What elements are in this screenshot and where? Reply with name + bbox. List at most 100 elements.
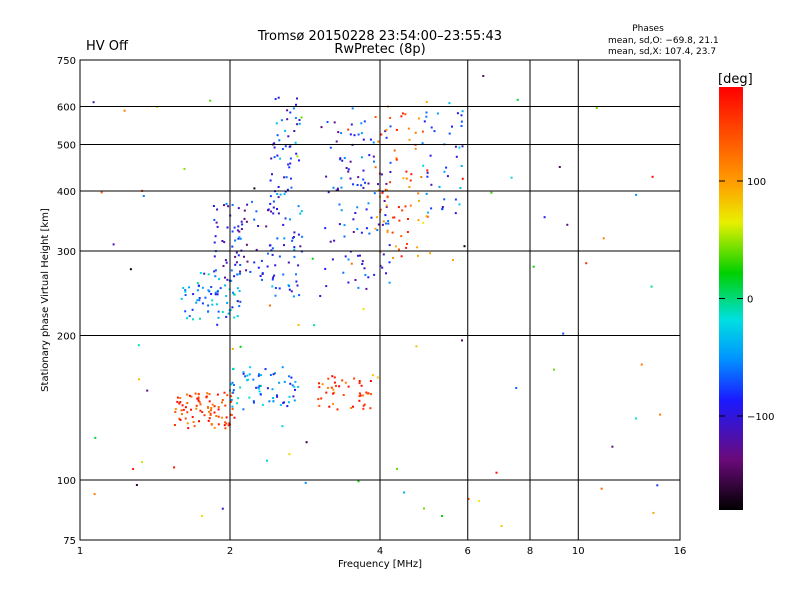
- data-point: [210, 293, 213, 295]
- data-point: [298, 119, 301, 121]
- data-point: [207, 419, 210, 422]
- data-point: [215, 221, 218, 224]
- data-point: [446, 175, 449, 178]
- data-point: [659, 413, 662, 416]
- data-point: [199, 317, 201, 320]
- data-point: [294, 141, 297, 144]
- data-point: [458, 203, 461, 206]
- data-point: [335, 140, 338, 143]
- data-point: [207, 407, 210, 409]
- data-point: [241, 223, 244, 226]
- data-point: [344, 381, 347, 384]
- data-point: [461, 145, 464, 148]
- data-point: [414, 131, 417, 134]
- data-point: [327, 377, 330, 380]
- data-point: [426, 171, 429, 174]
- data-point: [216, 208, 219, 211]
- data-point: [339, 158, 342, 161]
- data-point: [225, 416, 228, 419]
- data-point: [281, 366, 284, 369]
- data-point: [272, 397, 275, 399]
- data-point: [226, 394, 229, 397]
- data-point: [233, 293, 236, 296]
- data-point: [421, 130, 424, 133]
- data-point: [401, 112, 404, 115]
- data-point: [640, 363, 643, 366]
- data-point: [467, 497, 470, 500]
- data-point: [448, 132, 451, 135]
- data-point: [257, 225, 260, 227]
- colorbar-label: [deg]: [718, 72, 753, 87]
- data-point: [566, 223, 569, 226]
- data-point: [376, 216, 378, 219]
- data-point: [426, 169, 429, 172]
- data-point: [376, 229, 379, 232]
- data-point: [364, 181, 366, 184]
- data-point: [339, 157, 342, 160]
- data-point: [360, 156, 363, 159]
- data-point: [293, 385, 296, 388]
- data-point: [372, 141, 375, 144]
- data-point: [276, 134, 279, 137]
- data-point: [184, 417, 187, 420]
- data-point: [385, 204, 388, 207]
- data-point: [516, 98, 519, 101]
- data-point: [186, 317, 188, 320]
- data-point: [433, 130, 436, 133]
- data-point: [300, 116, 303, 119]
- data-point: [217, 406, 220, 408]
- data-point: [227, 312, 230, 315]
- data-point: [214, 269, 217, 272]
- x-axis-label: Frequency [MHz]: [338, 559, 422, 570]
- data-point: [214, 235, 217, 238]
- data-point: [325, 391, 328, 394]
- data-point: [338, 203, 341, 206]
- data-point: [381, 266, 384, 269]
- data-point: [239, 345, 242, 348]
- data-point: [184, 289, 187, 292]
- data-point: [297, 205, 300, 208]
- data-point: [367, 202, 370, 205]
- data-point: [410, 173, 413, 176]
- data-point: [282, 273, 285, 276]
- data-point: [230, 395, 233, 398]
- data-point: [123, 109, 126, 112]
- data-point: [423, 120, 426, 123]
- data-point: [405, 246, 408, 249]
- data-point: [284, 145, 287, 148]
- y-tick-label: 200: [57, 332, 76, 343]
- data-point: [258, 390, 261, 393]
- data-point: [257, 386, 260, 389]
- data-point: [448, 102, 451, 105]
- data-point: [195, 407, 198, 410]
- data-point: [317, 398, 320, 401]
- data-point: [270, 249, 273, 252]
- data-point: [207, 273, 210, 276]
- data-point: [231, 381, 234, 384]
- data-point: [225, 315, 228, 318]
- x-tick-label: 16: [674, 546, 687, 557]
- data-point: [385, 128, 388, 131]
- data-point: [585, 262, 588, 265]
- data-point: [231, 245, 234, 248]
- data-point: [271, 253, 274, 256]
- data-point: [187, 427, 190, 430]
- data-point: [146, 389, 149, 392]
- data-point: [211, 303, 214, 306]
- data-point: [340, 186, 343, 189]
- data-point: [459, 187, 462, 189]
- data-point: [395, 128, 398, 131]
- data-point: [292, 107, 295, 110]
- data-point: [456, 112, 459, 115]
- data-point: [238, 305, 241, 308]
- data-point: [407, 127, 410, 130]
- data-point: [611, 445, 614, 448]
- data-point: [318, 386, 321, 389]
- data-point: [270, 210, 272, 213]
- data-point: [362, 308, 365, 311]
- data-point: [368, 232, 371, 235]
- data-point: [269, 195, 272, 198]
- data-point: [184, 310, 187, 313]
- data-point: [365, 208, 368, 211]
- data-point: [237, 225, 240, 228]
